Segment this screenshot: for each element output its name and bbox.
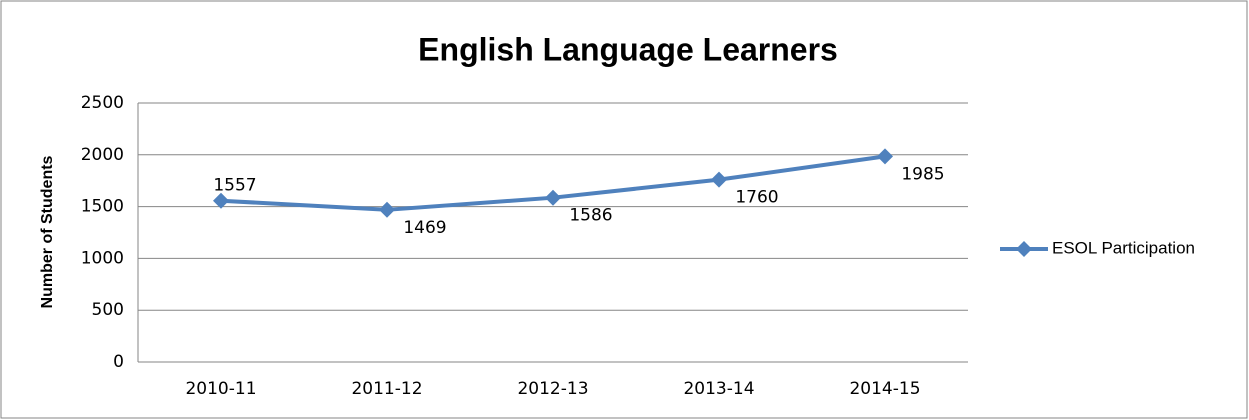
data-label: 1557: [213, 176, 256, 196]
chart-title: English Language Learners: [418, 31, 838, 67]
marker: [711, 171, 727, 188]
data-label: 1760: [735, 188, 778, 208]
x-tick-label: 2014-15: [849, 379, 920, 399]
y-tick-label: 2500: [81, 93, 124, 113]
y-tick-label: 500: [92, 300, 124, 320]
legend-marker: [1016, 241, 1032, 257]
marker: [213, 192, 229, 209]
x-tick-label: 2012-13: [517, 379, 588, 399]
data-label: 1469: [403, 218, 446, 238]
marker: [379, 201, 395, 218]
x-tick-label: 2011-12: [351, 379, 422, 399]
data-label: 1586: [569, 206, 612, 226]
marker: [545, 189, 561, 206]
y-tick-label: 0: [113, 352, 124, 372]
marker: [877, 148, 893, 165]
y-axis-title: Number of Students: [39, 155, 56, 308]
x-tick-label: 2013-14: [683, 379, 754, 399]
y-tick-label: 1000: [81, 248, 124, 268]
y-tick-label: 2000: [81, 145, 124, 165]
legend-label: ESOL Participation: [1052, 238, 1195, 257]
x-tick-label: 2010-11: [185, 379, 256, 399]
y-tick-label: 1500: [81, 197, 124, 217]
data-label: 1985: [901, 164, 944, 184]
